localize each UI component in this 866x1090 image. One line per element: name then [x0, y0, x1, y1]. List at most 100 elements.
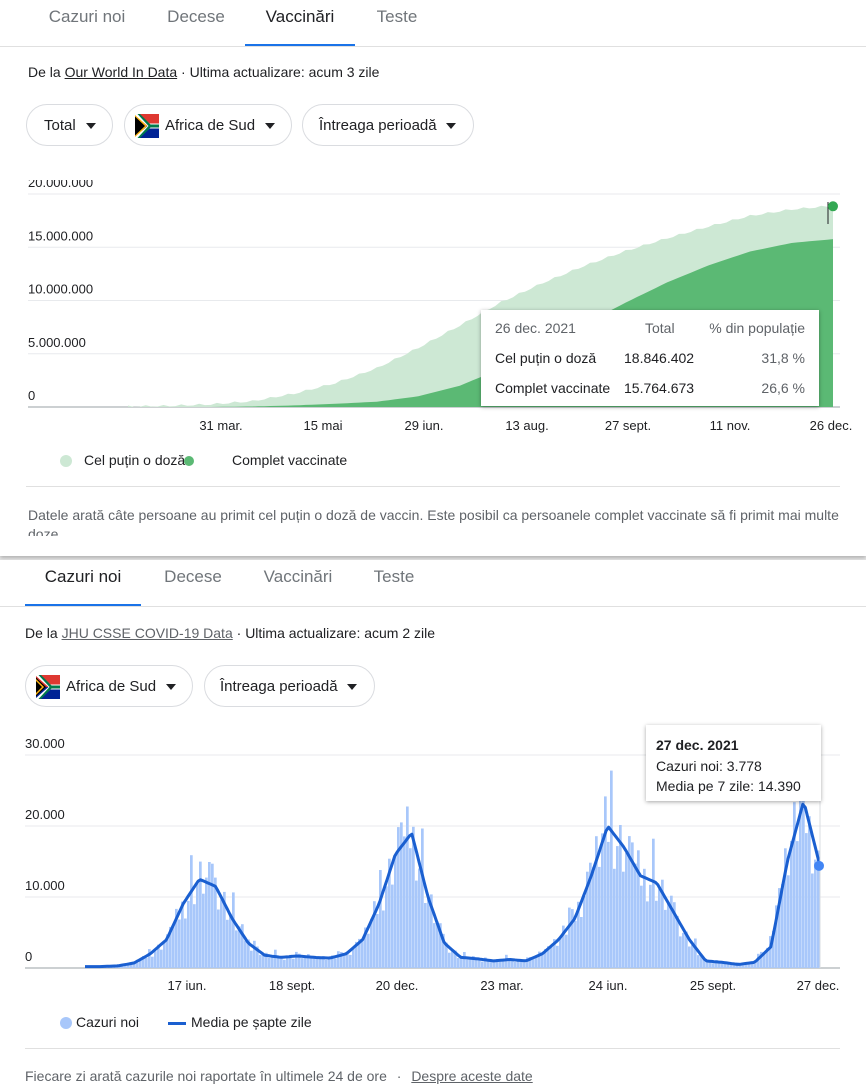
- daily-case-bar: [280, 956, 283, 968]
- divider: [25, 1048, 840, 1049]
- x-tick-label: 31 mar.: [199, 418, 242, 433]
- daily-case-bar: [388, 858, 391, 968]
- last-updated: · Ultima actualizare: acum 3 zile: [181, 64, 380, 80]
- period-dropdown-label: Întreaga perioadă: [319, 117, 437, 134]
- legend-label: Media pe șapte zile: [191, 1014, 312, 1030]
- daily-case-bar: [403, 836, 406, 968]
- caret-down-icon: [347, 684, 357, 690]
- vaccinations-panel: Cazuri noi Decese Vaccinări Teste De la …: [0, 0, 866, 556]
- tab-bar: Cazuri noi Decese Vaccinări Teste: [0, 560, 866, 607]
- tooltip-row2-pct: 26,6 %: [761, 380, 805, 396]
- tab-tests[interactable]: Teste: [373, 567, 415, 586]
- tooltip-row1-label: Cel puțin o doză: [495, 350, 597, 366]
- daily-case-bar: [232, 892, 235, 968]
- daily-case-bar: [793, 802, 796, 968]
- y-tick-label: 10.000.000: [28, 282, 93, 297]
- tab-tests[interactable]: Teste: [376, 7, 418, 26]
- about-data-link[interactable]: Despre aceste date: [411, 1068, 533, 1084]
- daily-case-bar: [331, 955, 334, 968]
- daily-case-bar: [646, 901, 649, 968]
- daily-case-bar: [649, 884, 652, 968]
- daily-case-bar: [784, 848, 787, 968]
- tooltip-7day-average: Media pe 7 zile: 14.390: [656, 778, 801, 794]
- daily-case-bar: [628, 836, 631, 968]
- country-dropdown[interactable]: Africa de Sud: [124, 104, 292, 146]
- daily-case-bar: [202, 893, 205, 968]
- daily-case-bar: [772, 930, 775, 968]
- daily-case-bar: [541, 954, 544, 968]
- daily-case-bar: [538, 951, 541, 968]
- tab-vaccinations[interactable]: Vaccinări: [263, 567, 333, 586]
- daily-case-bar: [220, 899, 223, 968]
- daily-case-bar: [727, 962, 730, 968]
- daily-case-bar: [391, 884, 394, 968]
- daily-case-bar: [469, 957, 472, 968]
- y-tick-label: 20.000: [25, 807, 65, 822]
- daily-case-bar: [160, 949, 163, 968]
- daily-case-bar: [481, 961, 484, 968]
- daily-case-bar: [685, 931, 688, 968]
- daily-case-bar: [430, 894, 433, 968]
- tab-vaccinations[interactable]: Vaccinări: [245, 0, 355, 46]
- tab-deaths[interactable]: Decese: [164, 567, 222, 586]
- metric-dropdown[interactable]: Total: [26, 104, 113, 146]
- daily-case-bar: [613, 868, 616, 968]
- daily-case-bar: [439, 923, 442, 968]
- tab-bar: Cazuri noi Decese Vaccinări Teste: [0, 0, 866, 47]
- daily-case-bar: [187, 900, 190, 968]
- daily-case-bar: [673, 902, 676, 968]
- new-cases-chart[interactable]: 0 10.000 20.000 30.000 17 iun. 18 sept. 20 dec…: [0, 730, 866, 1010]
- daily-case-bar: [511, 958, 514, 968]
- daily-case-bar: [502, 959, 505, 968]
- daily-case-bar: [514, 962, 517, 968]
- daily-case-bar: [361, 940, 364, 968]
- daily-case-bar: [343, 955, 346, 968]
- period-dropdown[interactable]: Întreaga perioadă: [302, 104, 474, 146]
- daily-case-bar: [799, 762, 802, 968]
- daily-case-bar: [757, 953, 760, 968]
- daily-case-bar: [781, 884, 784, 968]
- daily-case-bar: [382, 910, 385, 968]
- daily-case-bar: [577, 901, 580, 968]
- x-tick-label: 15 mai: [303, 418, 342, 433]
- country-dropdown[interactable]: Africa de Sud: [25, 665, 193, 707]
- daily-case-bar: [199, 861, 202, 968]
- daily-case-bar: [205, 877, 208, 968]
- daily-case-bar: [652, 838, 655, 968]
- tooltip-row1-total: 18.846.402: [624, 350, 695, 366]
- hover-point: [828, 201, 838, 212]
- daily-case-bar: [196, 883, 199, 968]
- daily-case-bar: [532, 959, 535, 968]
- daily-case-bar: [367, 933, 370, 968]
- tooltip-total-header: Total: [645, 320, 675, 336]
- tab-new-cases[interactable]: Cazuri noi: [48, 7, 126, 26]
- daily-case-bar: [352, 948, 355, 968]
- daily-case-bar: [193, 904, 196, 968]
- daily-case-bar: [499, 961, 502, 968]
- x-tick-label: 20 dec.: [376, 978, 419, 993]
- tab-deaths[interactable]: Decese: [167, 7, 225, 26]
- x-tick-label: 18 sept.: [269, 978, 315, 993]
- daily-case-bar: [691, 945, 694, 968]
- daily-case-bar: [457, 958, 460, 968]
- tab-new-cases[interactable]: Cazuri noi: [25, 560, 141, 606]
- daily-case-bar: [478, 958, 481, 968]
- daily-case-bar: [526, 957, 529, 968]
- period-dropdown[interactable]: Întreaga perioadă: [204, 665, 375, 707]
- source-link[interactable]: Our World In Data: [64, 64, 178, 80]
- daily-case-bar: [475, 959, 478, 968]
- daily-case-bar: [214, 877, 217, 968]
- x-tick-label: 25 sept.: [690, 978, 736, 993]
- daily-case-bar: [745, 964, 748, 968]
- daily-case-bar: [238, 926, 241, 968]
- daily-case-bar: [688, 946, 691, 968]
- daily-case-bar: [760, 951, 763, 968]
- daily-case-bar: [286, 957, 289, 968]
- daily-case-bar: [235, 930, 238, 968]
- daily-case-bar: [325, 959, 328, 968]
- daily-case-bar: [415, 880, 418, 968]
- source-link[interactable]: JHU CSSE COVID-19 Data: [61, 625, 233, 641]
- daily-case-bar: [508, 960, 511, 968]
- daily-case-bar: [817, 850, 820, 968]
- daily-case-bar: [307, 954, 310, 968]
